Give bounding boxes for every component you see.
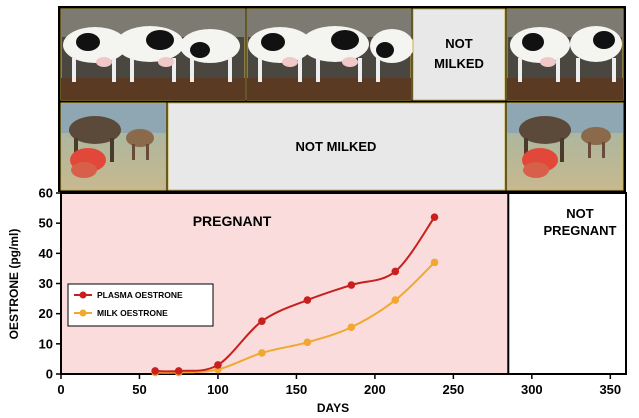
milk-oestrone-point: [258, 349, 266, 357]
y-tick-label: 20: [39, 306, 53, 321]
x-tick-label: 200: [364, 382, 386, 397]
legend-plasma-label: PLASMA OESTRONE: [97, 290, 183, 300]
legend-milk-marker: [79, 309, 87, 317]
not-pregnant-line2: PREGNANT: [544, 223, 617, 238]
plasma-oestrone-point: [347, 281, 356, 289]
milk-oestrone-point: [347, 323, 356, 332]
x-axis-label: DAYS: [317, 401, 349, 415]
calf-suckling-photo-2: [506, 102, 624, 191]
plasma-oestrone-point: [214, 361, 222, 369]
plasma-oestrone-point: [303, 296, 312, 304]
x-tick-label: 0: [57, 382, 64, 397]
legend-plasma-marker: [79, 291, 87, 299]
not-milked-top-line1: NOT: [445, 36, 473, 51]
milk-oestrone-point: [430, 258, 439, 267]
y-tick-label: 40: [39, 246, 53, 261]
not-milked-top-line2: MILKED: [434, 56, 484, 71]
x-tick-label: 300: [521, 382, 543, 397]
plasma-oestrone-point: [430, 213, 439, 221]
plasma-oestrone-point: [151, 367, 159, 375]
y-tick-label: 60: [39, 186, 53, 201]
calf-suckling-photo-1: [60, 102, 167, 191]
plasma-oestrone-point: [258, 317, 266, 326]
y-tick-label: 10: [39, 336, 53, 351]
y-tick-label: 30: [39, 276, 53, 291]
y-axis-label: OESTRONE (pg/ml): [7, 229, 21, 340]
y-tick-label: 0: [46, 367, 53, 382]
legend-milk-label: MILK OESTRONE: [97, 308, 168, 318]
y-tick-label: 50: [39, 216, 53, 231]
pregnant-label: PREGNANT: [193, 213, 272, 229]
x-tick-label: 150: [286, 382, 308, 397]
plasma-oestrone-point: [174, 367, 183, 375]
cows-milking-photo-2: [246, 8, 414, 101]
x-tick-label: 350: [599, 382, 621, 397]
not-milked-middle-label: NOT MILKED: [296, 139, 377, 154]
x-tick-label: 100: [207, 382, 229, 397]
not-milked-cell-top: [412, 8, 506, 101]
series-layer: [151, 213, 439, 377]
milk-oestrone-point: [303, 338, 312, 347]
plasma-oestrone-point: [391, 267, 400, 276]
x-tick-label: 50: [132, 382, 146, 397]
not-milked-cell-middle: [167, 102, 506, 191]
legend: PLASMA OESTRONE MILK OESTRONE: [67, 283, 214, 327]
milk-oestrone-point: [391, 296, 400, 304]
not-pregnant-line1: NOT: [566, 206, 594, 221]
cows-milking-photo-1: [60, 8, 246, 101]
x-tick-label: 250: [443, 382, 465, 397]
axes: 0 10 20 30 40 50 60 0 50 100 150 200 250 300 350: [39, 186, 622, 398]
cows-milking-photo-3: [506, 8, 624, 101]
